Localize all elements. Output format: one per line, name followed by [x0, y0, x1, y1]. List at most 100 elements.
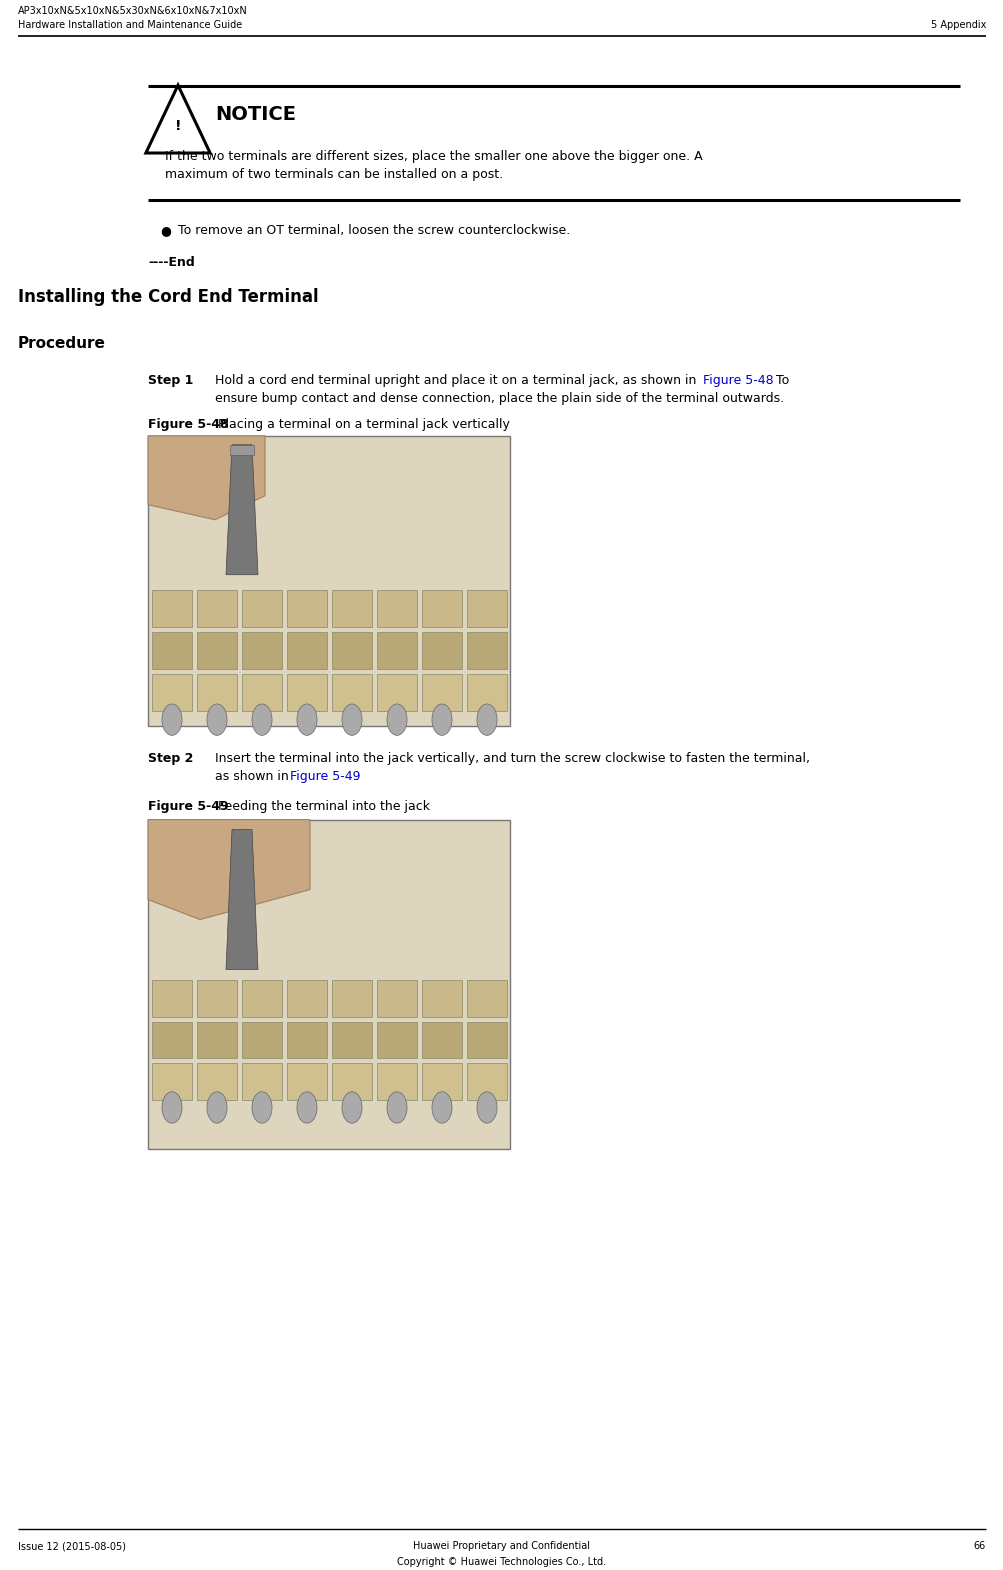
- FancyBboxPatch shape: [421, 1022, 461, 1058]
- Text: If the two terminals are different sizes, place the smaller one above the bigger: If the two terminals are different sizes…: [164, 149, 702, 163]
- Text: Insert the terminal into the jack vertically, and turn the screw clockwise to fa: Insert the terminal into the jack vertic…: [215, 752, 809, 765]
- Text: Issue 12 (2015-08-05): Issue 12 (2015-08-05): [18, 1542, 125, 1551]
- Text: CRFM5: CRFM5: [439, 711, 444, 732]
- Text: Figure 5-48: Figure 5-48: [702, 374, 773, 386]
- FancyBboxPatch shape: [287, 1022, 327, 1058]
- FancyBboxPatch shape: [376, 674, 416, 711]
- Text: CRFM3: CRFM3: [349, 1097, 354, 1118]
- FancyBboxPatch shape: [421, 980, 461, 1016]
- Text: CRFM1: CRFM1: [259, 711, 264, 732]
- Text: !: !: [175, 119, 182, 133]
- Text: CDSR: CDSR: [170, 1097, 175, 1115]
- FancyBboxPatch shape: [242, 980, 282, 1016]
- Polygon shape: [147, 820, 310, 920]
- Text: Figure 5-48: Figure 5-48: [147, 418, 229, 430]
- Text: . To: . To: [767, 374, 788, 386]
- FancyBboxPatch shape: [151, 674, 192, 711]
- FancyBboxPatch shape: [197, 980, 237, 1016]
- Text: Step 1: Step 1: [147, 374, 194, 386]
- Text: ensure bump contact and dense connection, place the plain side of the terminal o: ensure bump contact and dense connection…: [215, 392, 783, 405]
- FancyBboxPatch shape: [147, 820, 510, 1149]
- Circle shape: [161, 703, 182, 735]
- Text: 5 Appendix: 5 Appendix: [930, 20, 985, 30]
- FancyBboxPatch shape: [287, 631, 327, 669]
- FancyBboxPatch shape: [466, 1022, 507, 1058]
- Circle shape: [252, 1091, 272, 1123]
- Text: ----End: ----End: [147, 256, 195, 268]
- Text: CRFM3: CRFM3: [349, 711, 354, 732]
- Text: CRFM0: CRFM0: [215, 1097, 220, 1118]
- Text: maximum of two terminals can be installed on a post.: maximum of two terminals can be installe…: [164, 168, 503, 181]
- FancyBboxPatch shape: [466, 590, 507, 626]
- FancyBboxPatch shape: [287, 674, 327, 711]
- FancyBboxPatch shape: [151, 980, 192, 1016]
- Text: Procedure: Procedure: [18, 336, 105, 350]
- Circle shape: [431, 703, 451, 735]
- Circle shape: [207, 1091, 227, 1123]
- FancyBboxPatch shape: [151, 590, 192, 626]
- FancyBboxPatch shape: [332, 1022, 372, 1058]
- FancyBboxPatch shape: [466, 1063, 507, 1101]
- FancyBboxPatch shape: [151, 1022, 192, 1058]
- Circle shape: [431, 1091, 451, 1123]
- Circle shape: [161, 1091, 182, 1123]
- FancyBboxPatch shape: [287, 980, 327, 1016]
- Circle shape: [476, 703, 496, 735]
- FancyBboxPatch shape: [466, 631, 507, 669]
- Text: CRFM0: CRFM0: [215, 711, 220, 732]
- FancyBboxPatch shape: [332, 590, 372, 626]
- FancyBboxPatch shape: [197, 631, 237, 669]
- FancyBboxPatch shape: [421, 590, 461, 626]
- FancyBboxPatch shape: [421, 674, 461, 711]
- FancyBboxPatch shape: [376, 590, 416, 626]
- Text: Figure 5-49: Figure 5-49: [290, 769, 360, 782]
- Text: Installing the Cord End Terminal: Installing the Cord End Terminal: [18, 287, 318, 306]
- FancyBboxPatch shape: [421, 631, 461, 669]
- Circle shape: [252, 703, 272, 735]
- Text: CRFM4: CRFM4: [394, 1097, 399, 1118]
- FancyBboxPatch shape: [332, 980, 372, 1016]
- FancyBboxPatch shape: [332, 631, 372, 669]
- FancyBboxPatch shape: [376, 1063, 416, 1101]
- FancyBboxPatch shape: [466, 980, 507, 1016]
- FancyBboxPatch shape: [242, 1022, 282, 1058]
- FancyBboxPatch shape: [197, 1063, 237, 1101]
- FancyBboxPatch shape: [287, 590, 327, 626]
- Text: AP3x10xN&5x10xN&5x30xN&6x10xN&7x10xN: AP3x10xN&5x10xN&5x30xN&6x10xN&7x10xN: [18, 6, 248, 16]
- FancyBboxPatch shape: [151, 1063, 192, 1101]
- Circle shape: [386, 1091, 406, 1123]
- Text: CDSR: CDSR: [170, 711, 175, 728]
- Text: 66: 66: [973, 1542, 985, 1551]
- Text: CRFM2: CRFM2: [304, 711, 309, 732]
- FancyBboxPatch shape: [466, 674, 507, 711]
- FancyBboxPatch shape: [242, 590, 282, 626]
- FancyBboxPatch shape: [332, 1063, 372, 1101]
- Text: CRFM5: CRFM5: [439, 1097, 444, 1118]
- Circle shape: [342, 1091, 362, 1123]
- FancyBboxPatch shape: [197, 1022, 237, 1058]
- Circle shape: [342, 703, 362, 735]
- Circle shape: [297, 1091, 317, 1123]
- FancyBboxPatch shape: [332, 674, 372, 711]
- FancyBboxPatch shape: [376, 1022, 416, 1058]
- Text: as shown in: as shown in: [215, 769, 293, 782]
- Circle shape: [386, 703, 406, 735]
- Text: Figure 5-49: Figure 5-49: [147, 799, 229, 813]
- Text: Huawei Proprietary and Confidential: Huawei Proprietary and Confidential: [413, 1542, 590, 1551]
- FancyBboxPatch shape: [242, 1063, 282, 1101]
- FancyBboxPatch shape: [197, 590, 237, 626]
- Text: Hardware Installation and Maintenance Guide: Hardware Installation and Maintenance Gu…: [18, 20, 242, 30]
- FancyBboxPatch shape: [151, 631, 192, 669]
- Text: CRFM5: CRFM5: [484, 1097, 489, 1118]
- Text: CRFM1: CRFM1: [259, 1097, 264, 1118]
- Text: CRFM5: CRFM5: [484, 711, 489, 732]
- Text: To remove an OT terminal, loosen the screw counterclockwise.: To remove an OT terminal, loosen the scr…: [178, 225, 570, 237]
- FancyBboxPatch shape: [287, 1063, 327, 1101]
- Text: ●: ●: [159, 225, 171, 237]
- Polygon shape: [147, 436, 265, 520]
- Polygon shape: [226, 444, 258, 575]
- Text: CRFM2: CRFM2: [304, 1097, 309, 1118]
- Circle shape: [476, 1091, 496, 1123]
- Text: NOTICE: NOTICE: [215, 105, 296, 124]
- FancyBboxPatch shape: [421, 1063, 461, 1101]
